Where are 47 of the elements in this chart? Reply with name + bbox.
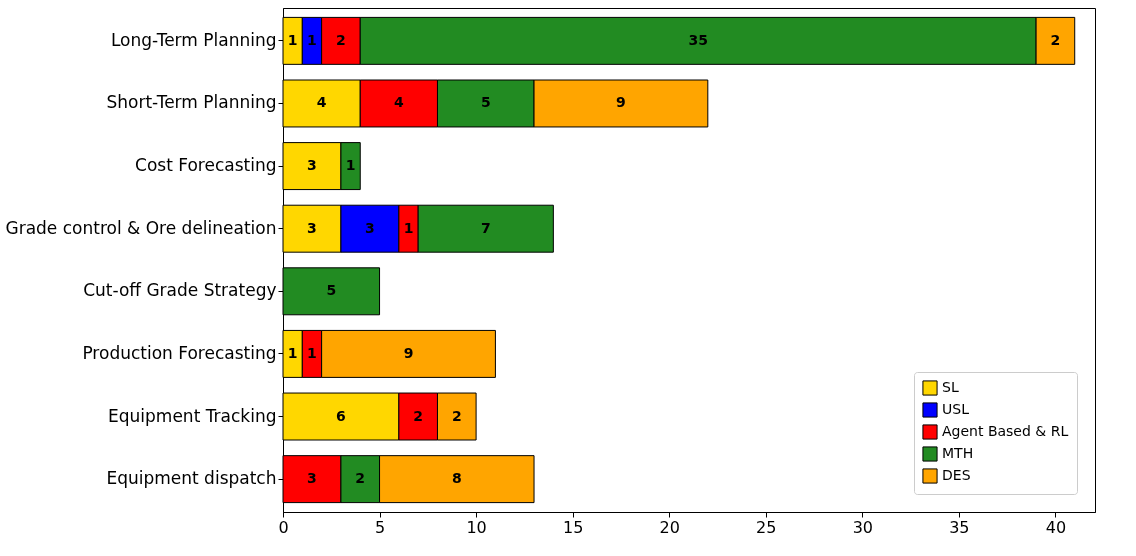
data-label: 1	[287, 31, 298, 48]
data-label: 4	[316, 94, 327, 111]
data-label: 3	[307, 219, 317, 236]
data-label: 5	[480, 94, 491, 111]
data-label: 2	[336, 31, 346, 48]
data-label: 3	[365, 219, 375, 236]
y-tick-label: Cut-off Grade Strategy	[83, 280, 277, 301]
x-tick-label: 25	[756, 517, 777, 537]
data-label: 2	[451, 407, 462, 424]
y-tick-label: Production Forecasting	[82, 342, 277, 363]
data-label: 1	[345, 157, 356, 174]
data-label: 9	[616, 94, 626, 111]
x-tick-label: 10	[466, 517, 487, 537]
x-tick-label: 20	[659, 517, 680, 537]
x-tick-label: 5	[374, 517, 386, 537]
legend-label: USL	[942, 401, 970, 417]
x-tick-label: 40	[1045, 517, 1067, 537]
x-tick-label: 15	[562, 517, 584, 537]
data-label: 35	[688, 31, 708, 48]
data-label: 4	[393, 94, 404, 111]
data-label: 3	[307, 470, 317, 487]
x-tick-label: 35	[949, 517, 970, 537]
data-label: 3	[307, 157, 317, 174]
data-label: 1	[307, 344, 317, 361]
y-tick-label: Equipment dispatch	[106, 468, 277, 489]
legend-label: Agent Based & RL	[942, 423, 1069, 439]
data-label: 8	[451, 470, 462, 487]
data-label: 2	[413, 407, 424, 424]
y-tick-label: Short-Term Planning	[106, 92, 277, 113]
y-tick-label: Equipment Tracking	[108, 405, 277, 426]
data-label: 1	[307, 31, 317, 48]
data-label: 6	[336, 407, 346, 424]
x-tick-label: 0	[278, 517, 289, 537]
legend-label: SL	[942, 379, 959, 395]
y-tick-label: Grade control & Ore delineation	[5, 217, 277, 238]
legend-label: MTH	[942, 445, 974, 461]
x-tick-label: 30	[852, 517, 873, 537]
data-label: 7	[480, 219, 491, 236]
data-label: 9	[403, 344, 414, 361]
data-label: 5	[326, 282, 337, 299]
y-tick-label: Long-Term Planning	[110, 29, 277, 50]
data-label: 2	[355, 470, 366, 487]
y-tick-label: Cost Forecasting	[135, 155, 277, 176]
data-label: 2	[1050, 31, 1061, 48]
data-label: 1	[287, 344, 298, 361]
legend-label: DES	[942, 467, 971, 483]
data-label: 1	[403, 219, 414, 236]
